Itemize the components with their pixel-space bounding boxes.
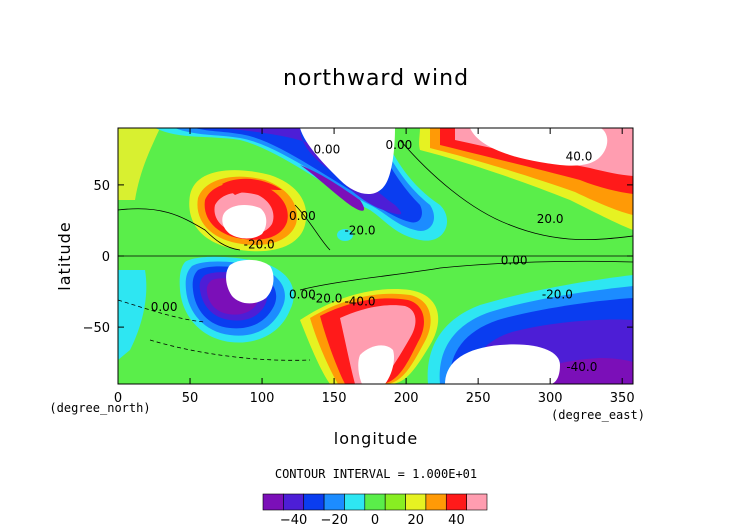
x-tick-label: 200	[394, 391, 419, 406]
colorbar-swatch	[466, 493, 488, 511]
contour-label: 0.00	[151, 300, 178, 314]
contour-label: 0.00	[501, 253, 528, 267]
colorbar-swatch	[384, 493, 406, 511]
colorbar-tick-label: 40	[448, 513, 465, 528]
x-tick-label: 250	[466, 391, 491, 406]
y-tick-label: 0	[102, 250, 110, 265]
contour-label: 0.00	[289, 209, 316, 223]
chart-title: northward wind	[282, 66, 470, 91]
contour-label: -20.0	[311, 292, 342, 306]
contour-interval-label: CONTOUR INTERVAL = 1.000E+01	[274, 467, 478, 481]
colorbar-swatch	[364, 493, 386, 511]
x-axis-label: longitude	[334, 429, 418, 448]
colorbar-swatch	[405, 493, 427, 511]
y-axis-label: latitude	[55, 221, 74, 290]
colorbar-tick-label: 0	[371, 513, 379, 528]
x-tick-label: 100	[250, 391, 275, 406]
colorbar-swatch	[344, 493, 366, 511]
x-units-label: (degree_east)	[551, 408, 645, 422]
y-tick-label: 50	[93, 179, 110, 194]
contour-labels: 0.00 0.000.00-20.0-20.040.020.00.000.000.…	[151, 138, 598, 374]
contour-label: 40.0	[566, 149, 593, 163]
colorbar-swatch	[323, 493, 345, 511]
colorbar-ticks: −40 −20 0 20 40	[280, 513, 465, 528]
contour-label: 0.00	[386, 138, 413, 152]
contour-label: 0.00	[289, 287, 316, 301]
y-axis: −50 0 50	[83, 179, 633, 336]
contour-label: -40.0	[344, 295, 375, 309]
x-axis: 0 50 100 150 200 250 300 350	[114, 128, 635, 406]
x-tick-label: 350	[610, 391, 635, 406]
colorbar-tick-label: −40	[280, 513, 307, 528]
x-tick-label: 300	[538, 391, 563, 406]
colorbar-tick-label: 20	[407, 513, 424, 528]
contour-label: -20.0	[344, 223, 375, 237]
colorbar-swatch	[425, 493, 447, 511]
y-tick-label: −50	[83, 321, 110, 336]
contour-label: -40.0	[566, 360, 597, 374]
x-tick-label: 50	[182, 391, 199, 406]
x-tick-label: 150	[322, 391, 347, 406]
contour-label: 0.00	[314, 142, 341, 156]
contour-field	[118, 128, 633, 384]
contour-label: -20.0	[542, 287, 573, 301]
colorbar-swatch	[262, 493, 284, 511]
x-tick-label: 0	[114, 391, 122, 406]
colorbar-tick-label: −20	[321, 513, 348, 528]
colorbar-swatch	[283, 493, 305, 511]
contour-label: 20.0	[537, 212, 564, 226]
y-units-label: (degree_north)	[49, 401, 150, 415]
colorbar	[262, 493, 488, 511]
colorbar-swatch	[445, 493, 467, 511]
contour-label: -20.0	[244, 238, 275, 252]
colorbar-swatch	[303, 493, 325, 511]
